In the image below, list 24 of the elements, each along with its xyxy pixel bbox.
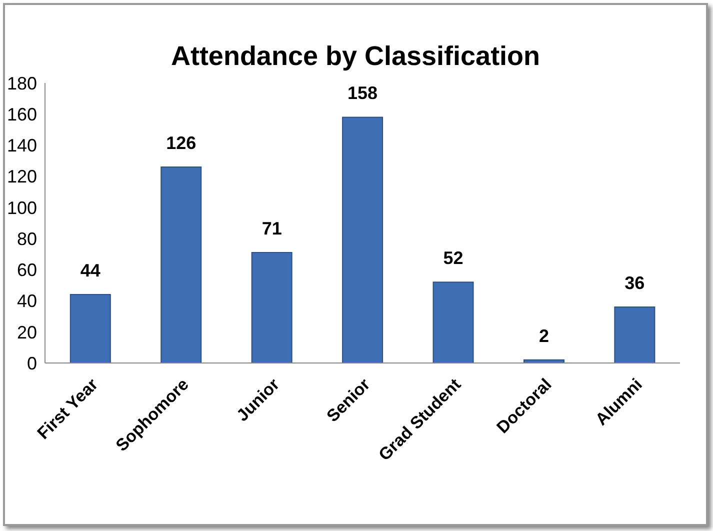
bar: [160, 166, 202, 363]
data-label: 44: [80, 260, 100, 281]
y-tick-label: 80: [16, 228, 37, 249]
data-label: 71: [262, 218, 282, 239]
y-tick-label: 60: [16, 260, 37, 280]
y-tick-label: 120: [6, 166, 37, 187]
y-tick-label: 0: [26, 353, 37, 374]
bar: [342, 116, 384, 363]
data-label: 52: [443, 248, 464, 268]
data-label: 36: [624, 273, 645, 293]
y-tick-label: 140: [6, 136, 37, 156]
bar: [432, 282, 474, 363]
bar: [614, 306, 656, 363]
bar: [251, 252, 292, 363]
y-tick-label: 160: [6, 104, 37, 124]
data-label: 2: [538, 326, 549, 346]
chart-title: Attendance by Classification: [170, 41, 542, 72]
y-tick-label: 20: [16, 322, 37, 342]
y-tick-label: 100: [6, 198, 37, 218]
data-label: 158: [348, 83, 378, 104]
y-tick-label: 40: [16, 291, 37, 312]
bar: [70, 294, 111, 363]
data-label: 126: [166, 133, 196, 153]
y-tick-label: 180: [6, 73, 37, 94]
